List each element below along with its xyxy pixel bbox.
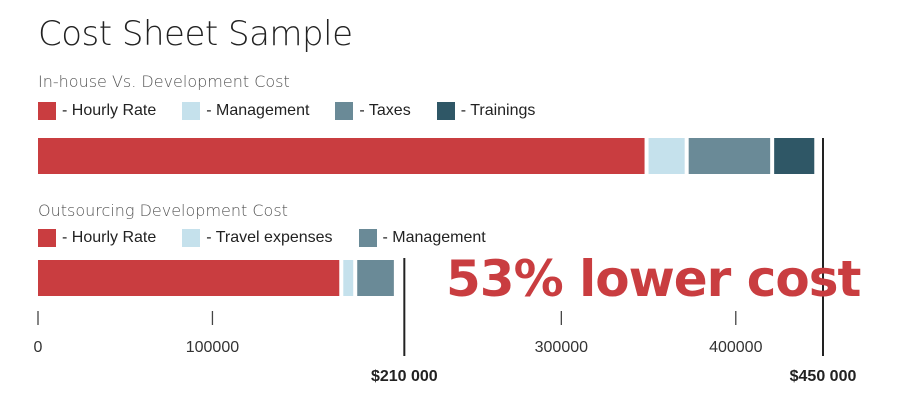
legend-item: - Travel expenses [182,229,333,247]
bar-segment [38,260,340,296]
legend-swatch [358,229,377,247]
legend-label: - Travel expenses [206,229,333,246]
legend-outsourcing: - Hourly Rate - Travel expenses - Manageme… [38,229,512,247]
legend-item: - Management [358,229,486,247]
legend-item: - Taxes [335,102,411,120]
legend-swatch [182,229,201,247]
savings-annotation: 53% lower cost [446,250,861,308]
bar-segment [357,260,394,296]
chart-subtitle-inhouse: In-house Vs. Development Cost [38,72,290,91]
legend-swatch [182,102,201,120]
bar-segment [648,138,685,174]
x-tick-label: 100000 [186,339,239,356]
legend-label: - Management [206,102,310,119]
legend-swatch [436,102,455,120]
legend-label: - Management [382,229,486,246]
legend-item: - Trainings [436,102,536,120]
legend-label: - Hourly Rate [62,229,157,246]
legend-item: - Hourly Rate [38,229,156,247]
x-tick-label: 300000 [535,339,588,356]
marker-label: $450 000 [790,368,857,385]
legend-swatch [38,102,56,120]
legend-swatch [38,229,56,247]
bar-segment [688,138,771,174]
legend-item: - Hourly Rate [38,102,156,120]
bar-segment [38,138,645,174]
legend-swatch [335,102,354,120]
x-tick-label: 0 [34,339,43,356]
chart-subtitle-outsourcing: Outsourcing Development Cost [38,201,288,220]
legend-label: - Hourly Rate [62,102,157,119]
legend-label: - Taxes [359,102,411,119]
marker-label: $210 000 [371,368,438,385]
bar-segment [774,138,815,174]
page-title: Cost Sheet Sample [38,14,353,54]
legend-inhouse: - Hourly Rate - Management - Taxes - Traini… [38,102,561,120]
bar-segment [343,260,354,296]
x-tick-label: 400000 [709,339,762,356]
legend-item: - Management [182,102,309,120]
legend-label: - Trainings [460,102,536,119]
